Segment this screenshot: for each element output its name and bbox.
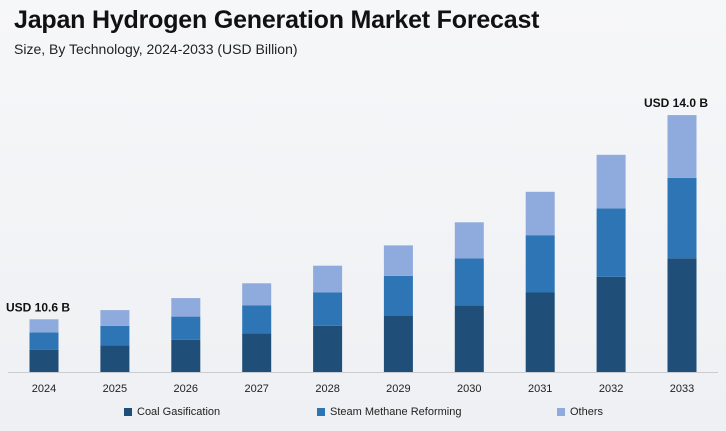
legend-item-coal-gasification: Coal Gasification [124,406,220,418]
legend-item-others: Others [557,406,603,418]
bar-2029-steam-methane-reforming [383,275,413,316]
chart-legend: Coal Gasification Steam Methane Reformin… [0,406,726,424]
bar-2025-coal-gasification [100,345,130,372]
x-tick-label-2028: 2028 [315,383,339,395]
legend-label-steam-methane-reforming: Steam Methane Reforming [330,406,462,418]
bar-2026-coal-gasification [171,339,201,372]
bar-2028-steam-methane-reforming [313,292,343,326]
bar-2033-coal-gasification [667,258,697,372]
bar-2024-steam-methane-reforming [29,332,59,350]
bar-2029-others [383,245,413,276]
bar-2025-others [100,310,130,326]
bar-2030-steam-methane-reforming [454,258,484,306]
data-label-2033: USD 14.0 B [644,96,708,110]
x-tick-label-2029: 2029 [386,383,410,395]
x-tick-label-2032: 2032 [599,383,623,395]
bar-2031-steam-methane-reforming [525,235,555,293]
bar-2033-steam-methane-reforming [667,177,697,259]
legend-swatch-steam-methane-reforming [317,408,325,416]
legend-item-steam-methane-reforming: Steam Methane Reforming [317,406,461,418]
bar-2030-coal-gasification [454,305,484,372]
chart-title: Japan Hydrogen Generation Market Forecas… [14,6,540,34]
bar-2031-others [525,191,555,236]
bar-2026-steam-methane-reforming [171,316,201,340]
bar-2026-others [171,298,201,317]
bar-2032-coal-gasification [596,276,626,372]
bar-2027-others [242,283,272,306]
x-tick-label-2025: 2025 [103,383,127,395]
legend-swatch-others [557,408,565,416]
stacked-bar-chart: 2024 2025 2026 2027 2028 2029 2030 2031 2032 2033… [6,96,718,395]
x-tick-label-2033: 2033 [670,383,694,395]
bar-2024-others [29,319,59,333]
bar-2028-coal-gasification [313,325,343,372]
bar-2027-steam-methane-reforming [242,305,272,334]
bar-2029-coal-gasification [383,315,413,372]
data-label-2024: USD 10.6 B [6,300,70,314]
chart-subtitle: Size, By Technology, 2024-2033 (USD Bill… [14,41,298,57]
bar-2024-coal-gasification [29,349,59,372]
x-tick-label-2027: 2027 [244,383,268,395]
bar-2032-others [596,154,626,209]
bar-2025-steam-methane-reforming [100,325,130,346]
bar-2028-others [313,265,343,293]
x-tick-label-2024: 2024 [32,383,56,395]
legend-label-coal-gasification: Coal Gasification [137,406,221,418]
x-tick-label-2030: 2030 [457,383,481,395]
bar-2032-steam-methane-reforming [596,208,626,277]
x-tick-label-2031: 2031 [528,383,552,395]
x-tick-label-2026: 2026 [174,383,198,395]
bar-2031-coal-gasification [525,292,555,372]
bar-2027-coal-gasification [242,333,272,372]
legend-label-others: Others [570,406,604,418]
legend-swatch-coal-gasification [124,408,132,416]
bar-2033-others [667,115,697,178]
bar-2030-others [454,222,484,259]
